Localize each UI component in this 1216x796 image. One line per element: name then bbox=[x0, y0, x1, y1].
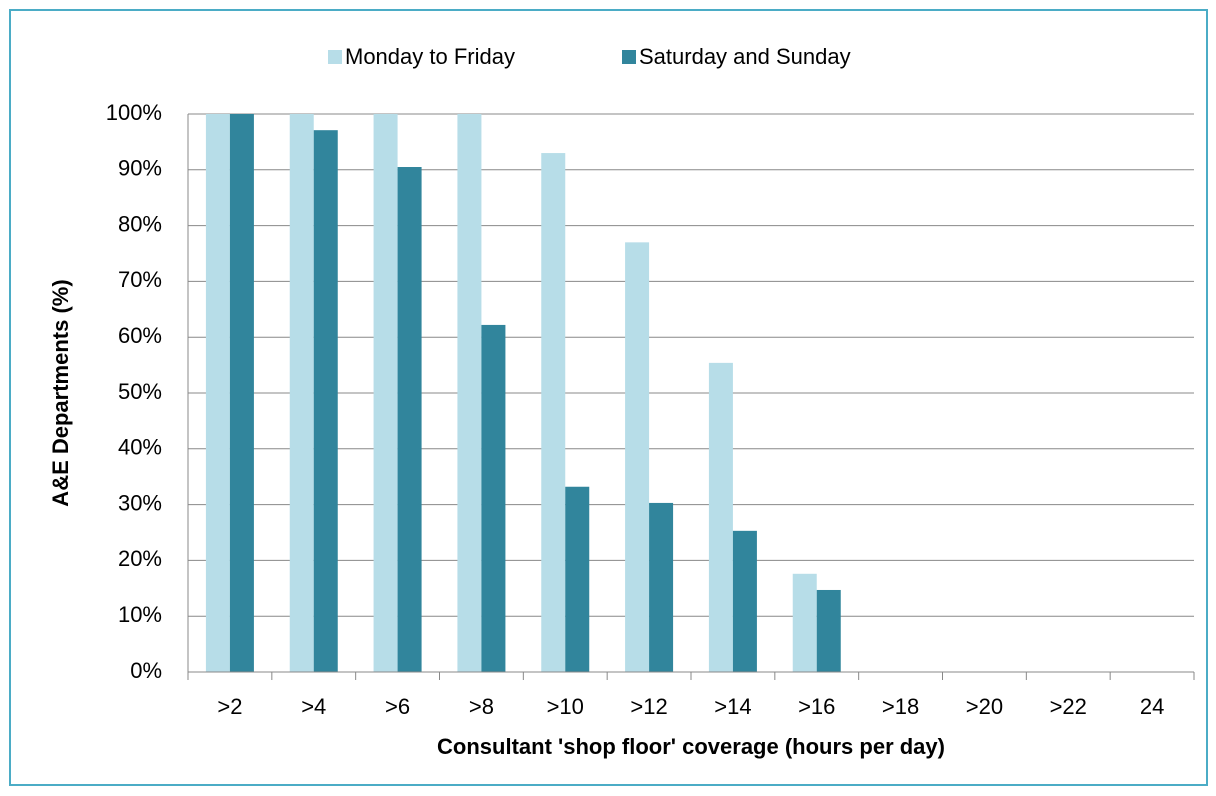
x-tick-label: >8 bbox=[469, 694, 494, 719]
bar bbox=[397, 167, 422, 672]
y-tick-label: 30% bbox=[118, 490, 162, 515]
bar bbox=[481, 324, 506, 672]
x-tick-label: >4 bbox=[301, 694, 326, 719]
x-tick-label: >12 bbox=[630, 694, 667, 719]
bar bbox=[792, 573, 817, 672]
bar bbox=[457, 114, 482, 672]
x-tick-label: >10 bbox=[547, 694, 584, 719]
bar bbox=[313, 130, 338, 672]
bar bbox=[649, 502, 674, 672]
bar bbox=[289, 114, 314, 672]
x-axis-label: Consultant 'shop floor' coverage (hours … bbox=[437, 734, 945, 759]
legend-swatch bbox=[328, 50, 342, 64]
bar bbox=[708, 362, 733, 672]
bar bbox=[205, 114, 230, 672]
y-tick-label: 90% bbox=[118, 156, 162, 181]
y-tick-label: 20% bbox=[118, 546, 162, 571]
x-tick-label: >20 bbox=[966, 694, 1003, 719]
legend-label: Monday to Friday bbox=[345, 44, 515, 69]
y-tick-label: 40% bbox=[118, 435, 162, 460]
x-tick-label: >14 bbox=[714, 694, 751, 719]
bar bbox=[565, 486, 590, 672]
x-tick-label: >18 bbox=[882, 694, 919, 719]
x-tick-label: >6 bbox=[385, 694, 410, 719]
bar bbox=[373, 114, 398, 672]
x-tick-label: >22 bbox=[1050, 694, 1087, 719]
chart-border bbox=[9, 9, 1208, 786]
x-tick-label: >2 bbox=[217, 694, 242, 719]
bar bbox=[732, 530, 757, 672]
x-tick-label: >16 bbox=[798, 694, 835, 719]
y-axis-label: A&E Departments (%) bbox=[48, 279, 73, 506]
y-tick-label: 80% bbox=[118, 211, 162, 236]
y-tick-label: 10% bbox=[118, 602, 162, 627]
bar bbox=[229, 114, 254, 672]
legend-swatch bbox=[622, 50, 636, 64]
bar bbox=[541, 153, 566, 672]
bar bbox=[625, 242, 650, 672]
x-tick-label: 24 bbox=[1140, 694, 1164, 719]
bar bbox=[816, 589, 841, 672]
legend-label: Saturday and Sunday bbox=[639, 44, 851, 69]
y-tick-label: 70% bbox=[118, 267, 162, 292]
y-tick-label: 100% bbox=[106, 100, 162, 125]
y-tick-label: 0% bbox=[130, 658, 162, 683]
y-tick-label: 50% bbox=[118, 379, 162, 404]
y-tick-label: 60% bbox=[118, 323, 162, 348]
